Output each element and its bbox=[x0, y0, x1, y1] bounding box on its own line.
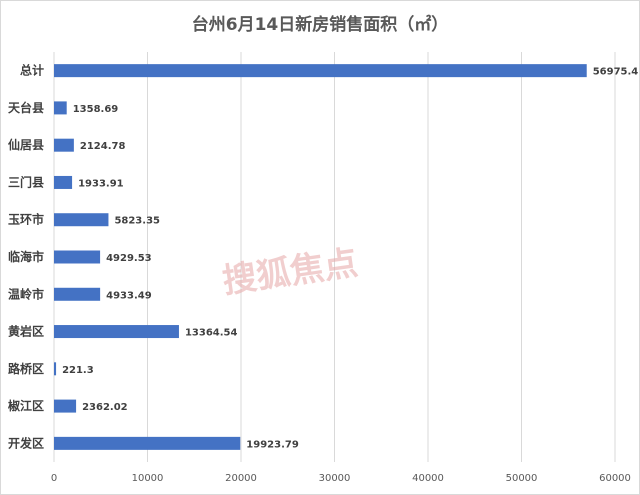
x-tick-label: 30000 bbox=[319, 473, 351, 484]
x-tick-label: 20000 bbox=[225, 473, 257, 484]
value-label: 4933.49 bbox=[106, 290, 152, 301]
category-label: 椒江区 bbox=[8, 398, 44, 413]
category-label: 仙居县 bbox=[8, 137, 44, 152]
gridlines bbox=[53, 52, 616, 462]
category-label: 总计 bbox=[20, 63, 44, 78]
bars bbox=[54, 64, 587, 450]
bar bbox=[54, 287, 101, 301]
x-tick-label: 10000 bbox=[132, 473, 164, 484]
x-tick-label: 60000 bbox=[599, 473, 631, 484]
bar bbox=[54, 138, 74, 152]
category-label: 路桥区 bbox=[8, 361, 44, 376]
x-axis-ticks: 0 10000 20000 30000 40000 50000 60000 bbox=[51, 473, 631, 484]
bar bbox=[54, 325, 179, 339]
value-label: 13364.54 bbox=[185, 328, 238, 339]
category-label: 天台县 bbox=[8, 100, 44, 115]
x-tick-label: 50000 bbox=[506, 473, 538, 484]
value-label: 1358.69 bbox=[73, 104, 119, 115]
bar bbox=[54, 175, 73, 189]
category-label: 临海市 bbox=[8, 249, 44, 264]
value-label: 221.3 bbox=[62, 365, 94, 376]
bar bbox=[54, 250, 101, 264]
value-label: 5823.35 bbox=[114, 216, 160, 227]
category-label: 开发区 bbox=[8, 435, 44, 450]
category-label: 三门县 bbox=[8, 174, 44, 189]
bar bbox=[54, 436, 241, 450]
x-tick-label: 40000 bbox=[412, 473, 444, 484]
x-tick-label: 0 bbox=[51, 473, 57, 484]
value-label: 19923.79 bbox=[246, 439, 299, 450]
chart-title: 台州6月14日新房销售面积（㎡） bbox=[192, 14, 449, 35]
category-label: 玉环市 bbox=[8, 212, 44, 227]
bar bbox=[54, 64, 587, 78]
value-label: 2124.78 bbox=[80, 141, 126, 152]
category-label: 黄岩区 bbox=[8, 324, 44, 339]
value-labels: 56975.4 1358.69 2124.78 1933.91 5823.35 4929.… bbox=[62, 67, 638, 451]
value-label: 1933.91 bbox=[78, 178, 124, 189]
bar bbox=[54, 101, 67, 115]
value-label: 2362.02 bbox=[82, 402, 128, 413]
bar bbox=[54, 399, 77, 413]
value-label: 56975.4 bbox=[593, 67, 639, 78]
category-label: 温岭市 bbox=[8, 286, 44, 301]
value-label: 4929.53 bbox=[106, 253, 152, 264]
bar bbox=[54, 362, 57, 376]
bar bbox=[54, 213, 109, 227]
